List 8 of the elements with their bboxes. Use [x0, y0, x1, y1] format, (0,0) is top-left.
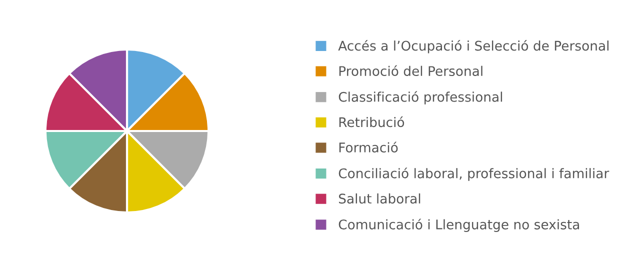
- legend-label: Salut laboral: [338, 193, 420, 204]
- legend-label: Promoció del Personal: [339, 65, 482, 76]
- legend-label: Formació: [339, 142, 398, 152]
- legend-label: Classificació professional: [338, 91, 502, 104]
- legend-label: Conciliació laboral, professional i familiar: [338, 168, 610, 181]
- legend-label: Comunicació i Llenguatge no sexista: [338, 218, 580, 232]
- legend-label: Accés a l’Ocupació i Selecció de Personal: [338, 40, 608, 54]
- legend-label: Retribució: [339, 116, 404, 128]
